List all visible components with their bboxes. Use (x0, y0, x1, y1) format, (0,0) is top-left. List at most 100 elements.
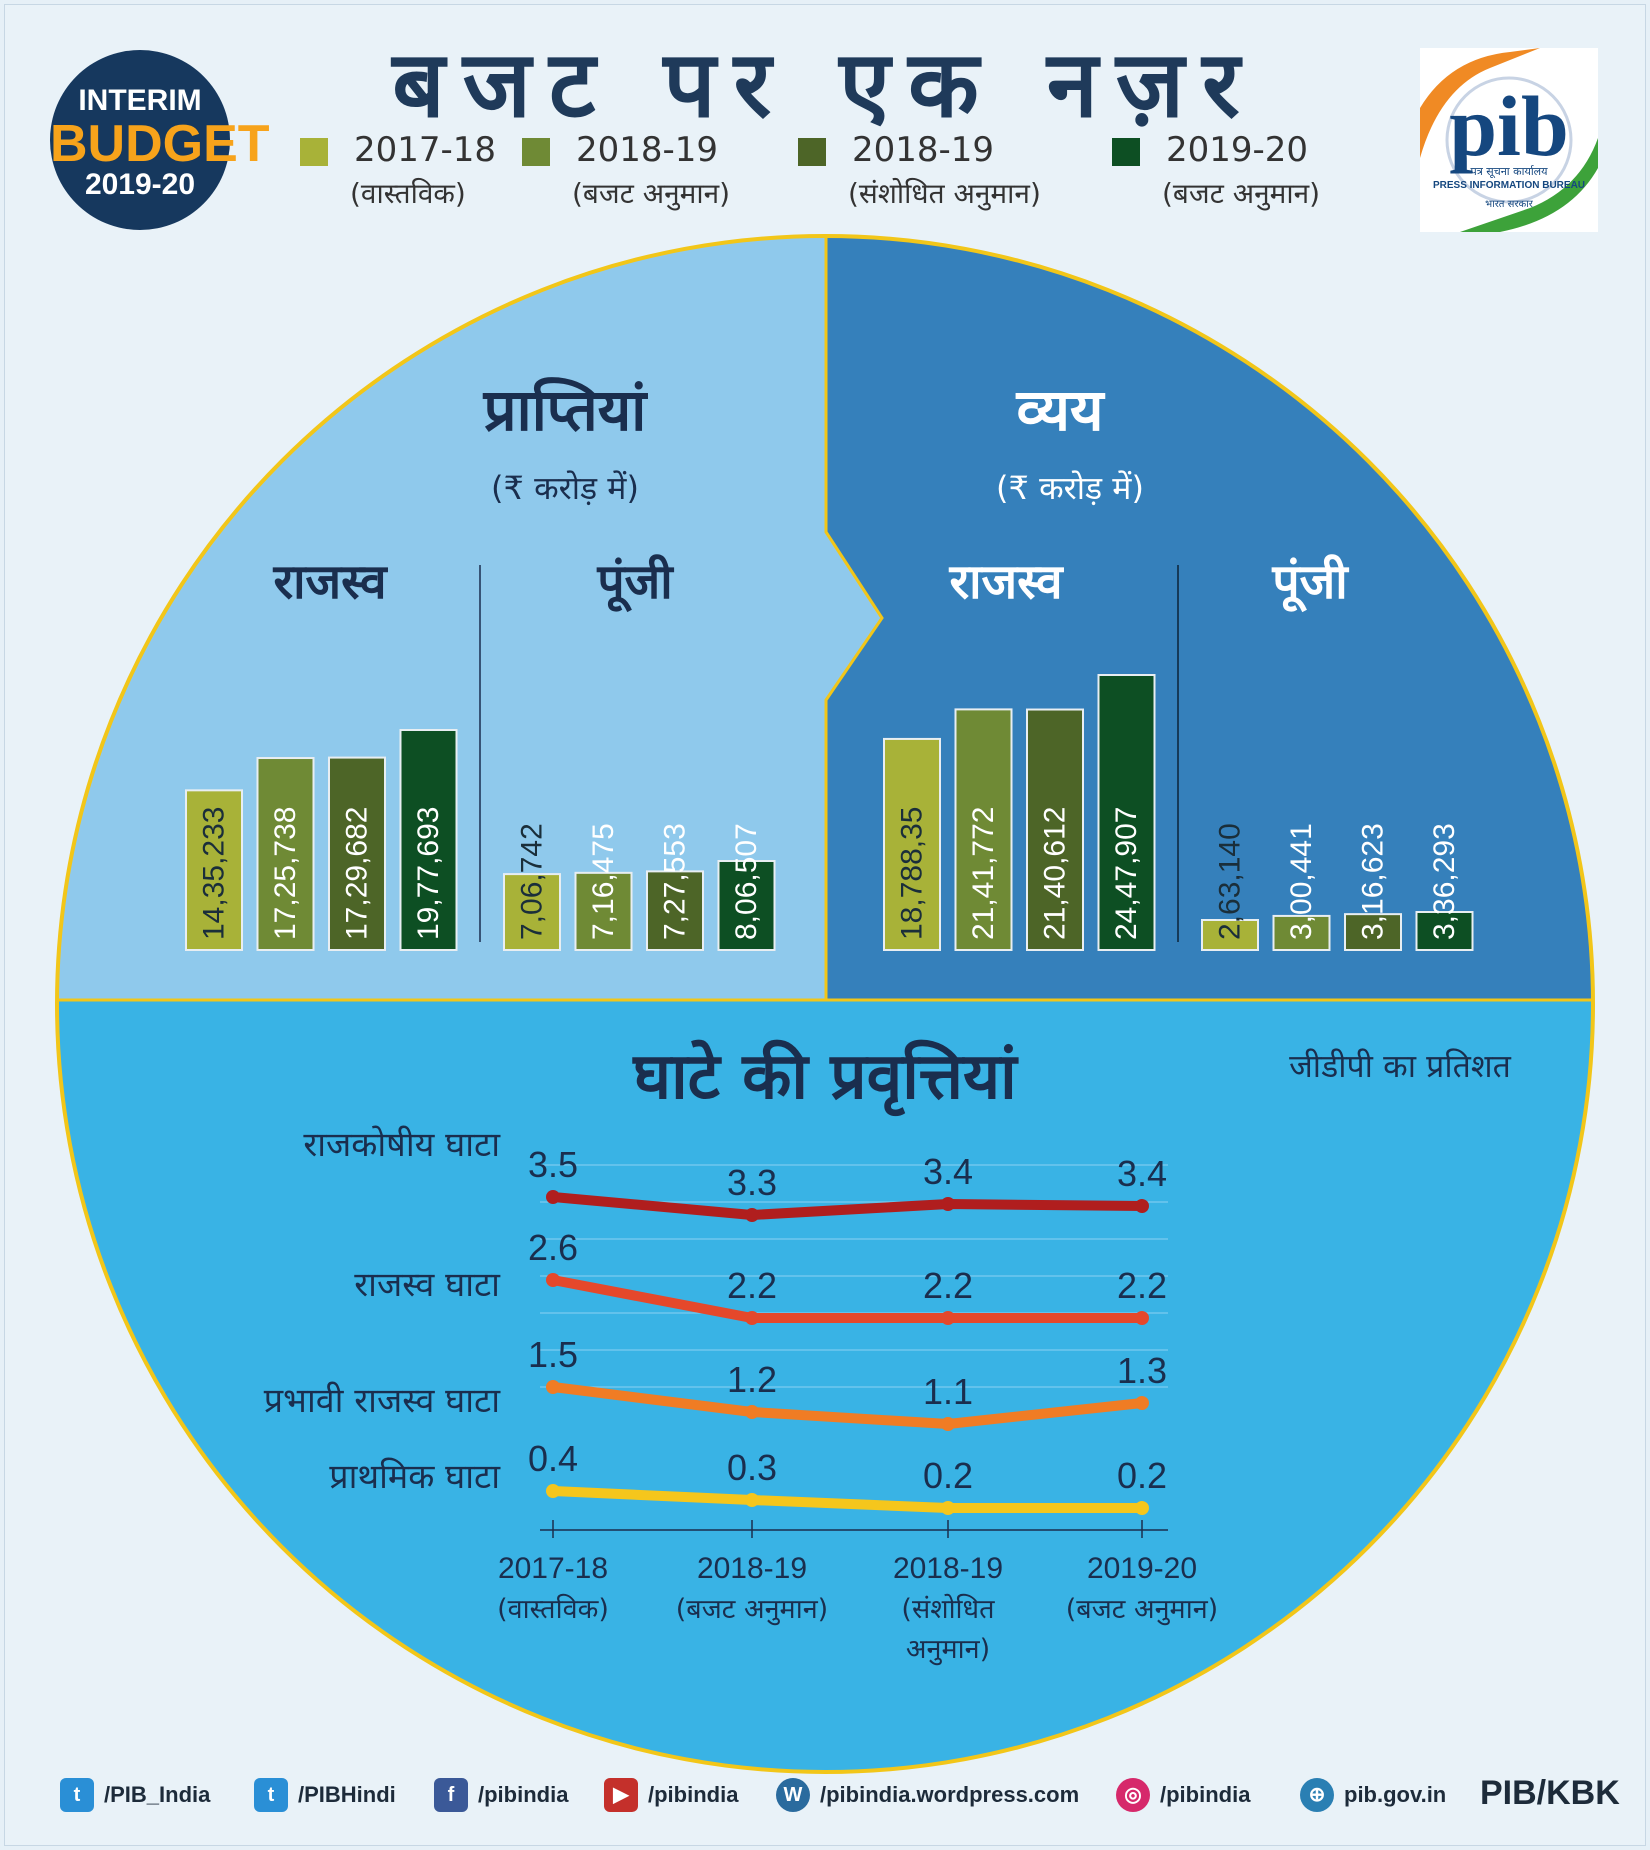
deficit-point (1135, 1501, 1149, 1515)
deficit-title: घाटे की प्रवृत्तियां (633, 1040, 1017, 1114)
deficit-value-label: 0.2 (923, 1455, 973, 1496)
deficit-point (941, 1197, 955, 1211)
deficit-line (548, 1486, 1147, 1513)
x-axis-year-label: 2017-18 (498, 1552, 608, 1585)
wordpress-icon: W (776, 1778, 810, 1812)
legend-note: (संशोधित अनुमान) (848, 177, 1041, 210)
deficit-line (548, 1275, 1147, 1323)
social-handle: /PIB_India (104, 1782, 211, 1807)
twitter-icon: t (254, 1778, 288, 1812)
legend-swatch (300, 138, 328, 166)
gdp-percent-note: जीडीपी का प्रतिशत (1289, 1047, 1511, 1085)
deficit-series-label: प्रभावी राजस्व घाटा (264, 1381, 501, 1421)
x-axis-note-label: (बजट अनुमान) (676, 1594, 828, 1626)
social-handle: pib.gov.in (1344, 1782, 1447, 1807)
deficit-series-label: प्राथमिक घाटा (329, 1457, 501, 1497)
legend-year: 2018-19 (852, 130, 995, 170)
bar (717, 860, 776, 951)
deficit-point (745, 1493, 759, 1507)
legend-note: (बजट अनुमान) (1162, 177, 1321, 210)
x-axis-note-label: अनुमान) (906, 1634, 990, 1666)
bar (883, 737, 941, 952)
deficit-point (745, 1405, 759, 1419)
deficit-line (548, 1382, 1147, 1429)
instagram-icon: ◎ (1116, 1778, 1150, 1812)
x-axis-note-label: (संशोधित (901, 1593, 995, 1625)
deficit-point (1135, 1396, 1149, 1410)
bar-value-label: 17,29,682 (341, 807, 374, 940)
receipts-title: प्राप्तियां (483, 376, 647, 444)
deficit-value-label: 0.4 (528, 1438, 578, 1479)
deficit-point (941, 1311, 955, 1325)
legend-note: (बजट अनुमान) (572, 177, 731, 210)
deficit-point (1135, 1199, 1149, 1213)
bar (185, 789, 243, 951)
bar-value-label: 3,00,441 (1285, 823, 1318, 940)
legend-swatch (1112, 138, 1140, 166)
deficit-point (546, 1380, 560, 1394)
globe-icon: ⊕ (1300, 1778, 1334, 1812)
page-title: बजट पर एक नज़र (392, 31, 1258, 138)
social-handle: /pibindia.wordpress.com (820, 1782, 1080, 1807)
deficit-point (546, 1273, 560, 1287)
bar-value-label: 18,788,35 (896, 807, 929, 940)
circle-outline (55, 234, 1595, 1774)
bar (954, 708, 1013, 951)
bar-value-label: 17,25,738 (269, 807, 302, 940)
x-axis-year-label: 2019-20 (1087, 1552, 1197, 1585)
bar (328, 756, 386, 951)
bar (1344, 913, 1402, 952)
x-axis-year-label: 2018-19 (893, 1552, 1003, 1585)
x-axis-note-label: (बजट अनुमान) (1066, 1594, 1218, 1626)
social-handle: /pibindia (478, 1782, 569, 1807)
deficit-point (941, 1417, 955, 1431)
pib-logo: pib पत्र सूचना कार्यालय PRESS INFORMATIO… (1420, 48, 1598, 232)
bar-value-label: 19,77,693 (412, 807, 445, 940)
bar (1272, 914, 1331, 952)
deficit-point (1135, 1311, 1149, 1325)
facebook-icon: f (434, 1778, 468, 1812)
expenditure-capital-heading: पूंजी (1272, 554, 1348, 610)
bar-value-label: 3,16,623 (1357, 823, 1390, 940)
deficit-value-label: 3.3 (727, 1162, 777, 1203)
bar-value-label: 24,47,907 (1110, 807, 1143, 940)
x-axis-note-label: (वास्तविक) (497, 1593, 609, 1625)
legend-year: 2019-20 (1166, 130, 1309, 170)
bar-value-label: 7,16,475 (587, 823, 620, 940)
deficit-value-label: 3.5 (528, 1144, 578, 1185)
deficit-value-label: 3.4 (923, 1151, 973, 1192)
pib-logo-swoosh-icon (1420, 48, 1598, 232)
panel-divider (824, 236, 884, 1000)
social-handle: /PIBHindi (298, 1782, 396, 1807)
bar-value-label: 7,06,742 (516, 823, 549, 940)
bar (1097, 674, 1156, 951)
bar (399, 729, 458, 951)
deficit-point (745, 1311, 759, 1325)
receipts-capital-heading: पूंजी (597, 554, 673, 610)
legend-swatch (522, 138, 550, 166)
pib-logo-english: PRESS INFORMATION BUREAU (1432, 180, 1586, 191)
twitter-icon: t (60, 1778, 94, 1812)
deficit-value-label: 1.5 (528, 1334, 578, 1375)
receipts-unit: (₹ करोड़ में) (491, 469, 639, 507)
bar-value-label: 2,63,140 (1214, 823, 1247, 940)
deficit-value-label: 0.3 (727, 1447, 777, 1488)
legend-year: 2018-19 (576, 130, 719, 170)
bar-value-label: 3,36,293 (1428, 823, 1461, 940)
deficit-series-label: राजस्व घाटा (354, 1265, 501, 1305)
deficit-value-label: 1.2 (727, 1359, 777, 1400)
expenditure-title: व्यय (1016, 376, 1104, 444)
legend-note: (वास्तविक) (350, 177, 466, 210)
deficit-point (546, 1190, 560, 1204)
pib-logo-text: pib (1449, 78, 1569, 174)
youtube-icon: ▶ (604, 1778, 638, 1812)
deficit-panel (57, 1000, 1593, 1772)
credit-text: PIB/KBK (1480, 1774, 1620, 1812)
expenditure-unit: (₹ करोड़ में) (996, 469, 1144, 507)
deficit-line (548, 1192, 1147, 1220)
deficit-point (745, 1208, 759, 1222)
bar-value-label: 21,41,772 (967, 807, 1000, 940)
badge-line3: 2019-20 (84, 168, 196, 201)
deficit-value-label: 2.6 (528, 1227, 578, 1268)
